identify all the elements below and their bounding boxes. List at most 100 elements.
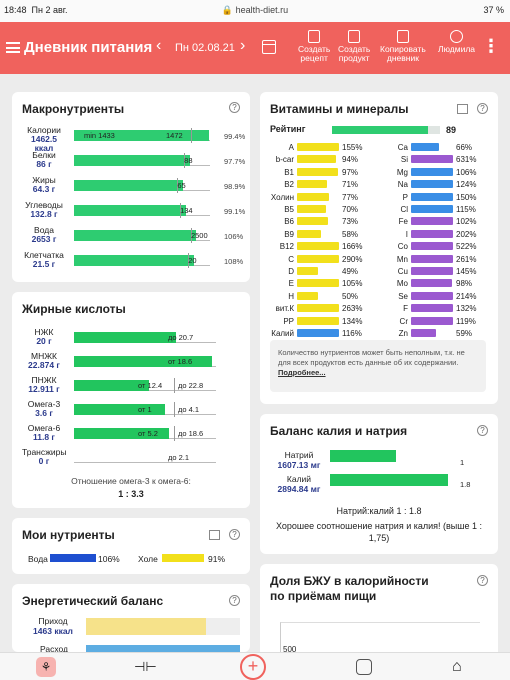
nutrient-row: вит.К 263% (264, 303, 374, 314)
nutrient-bar (411, 229, 453, 238)
nutrient-row: b-car 94% (264, 154, 374, 165)
macro-label: Клетчатка 21.5 г (24, 250, 64, 269)
calendar-icon[interactable] (262, 40, 276, 54)
nutrient-name: Ca (397, 143, 408, 152)
chol-bar (162, 554, 204, 562)
help-icon[interactable]: ? (477, 425, 488, 436)
macro-pct: 106% (224, 232, 244, 241)
water-pct: 106% (98, 554, 120, 564)
add-icon[interactable]: + (240, 654, 266, 680)
sodium-bar (330, 450, 396, 462)
nutrient-name: Na (397, 180, 408, 190)
macro-bar (74, 230, 197, 241)
sodium-label: Натрий 1607.13 мг (277, 450, 321, 470)
grid-icon[interactable] (457, 104, 468, 114)
current-date[interactable]: Пн 02.08.21 (175, 42, 235, 54)
fat-row: ПНЖК 12.911 г до 22.8 от 12.4 (22, 376, 252, 398)
menu-icon[interactable] (6, 42, 20, 53)
nutrient-bar (411, 291, 453, 300)
fat-range-1: от 5.2 (138, 429, 158, 438)
user-button[interactable]: Людмила (438, 30, 475, 54)
nutrient-row: B1 97% (264, 167, 374, 178)
help-icon[interactable]: ? (477, 103, 488, 114)
url-bar[interactable]: 🔒 health-diet.ru (221, 5, 289, 15)
nutrient-bar (297, 304, 339, 313)
copy-diary-button[interactable]: Копировать дневник (380, 30, 426, 63)
nutrient-bar (297, 155, 337, 164)
nutrient-row: A 155% (264, 142, 374, 153)
fat-row: Трансжиры 0 г до 2.1 (22, 448, 252, 470)
nutrient-pct: 115% (456, 205, 476, 214)
macro-mark (184, 153, 186, 168)
nutrient-row: Mg 106% (378, 167, 488, 178)
intake-bar (86, 618, 207, 635)
nutrient-bar (411, 304, 453, 313)
water-bar (50, 554, 96, 562)
create-product-button[interactable]: Создать продукт (338, 30, 370, 63)
nutrient-name: F (403, 304, 408, 314)
fat-range-1: от 18.6 (168, 357, 193, 366)
fat-range-1: от 1 (138, 405, 152, 414)
nutrient-bar (297, 242, 339, 251)
nutrient-name: B12 (279, 242, 294, 252)
nutrient-pct: 98% (456, 279, 473, 289)
macro-row: Жиры 64.3 г 65 98.9% (22, 176, 252, 198)
nutrient-bar (411, 180, 453, 189)
nutrient-bar (297, 329, 339, 337)
nutrient-pct: 102% (456, 217, 477, 227)
help-icon[interactable]: ? (477, 575, 488, 586)
nutrient-pct: 263% (342, 304, 363, 314)
nutrient-pct: 166% (342, 242, 363, 252)
omega-ratio-label: Отношение омега-3 к омега-6: (71, 476, 191, 486)
nutrient-name: вит.К (275, 304, 294, 314)
expense-bar (86, 645, 240, 652)
nutrient-row: C 290% (264, 254, 374, 265)
macro-mark (190, 128, 192, 143)
prev-day-icon[interactable]: ‹ (156, 37, 162, 54)
more-link[interactable]: Подробнее... (278, 368, 326, 377)
diary-nav-icon[interactable]: ⚘ (36, 657, 56, 677)
nutrient-row: PP 134% (264, 316, 374, 327)
kna-title: Баланс калия и натрия (270, 424, 408, 438)
potassium-label: Калий 2894.84 мг (277, 474, 321, 494)
nutrient-bar (297, 229, 322, 238)
more-icon[interactable]: ⋮ (482, 36, 500, 56)
home-nav-icon[interactable]: ⌂ (452, 658, 462, 675)
macro-target: 88 (184, 156, 193, 165)
macro-track: 2500 (74, 228, 210, 243)
scale-nav-icon[interactable] (356, 659, 372, 675)
fat-label: МНЖК 22.874 г (28, 351, 60, 370)
fitness-nav-icon[interactable]: ⊣⊢ (134, 659, 157, 674)
sodium-ratio: 1 (460, 458, 465, 467)
fat-range-2: до 22.8 (178, 381, 204, 390)
help-icon[interactable]: ? (229, 102, 240, 113)
nutrient-row: Калий 116% (264, 328, 374, 339)
next-day-icon[interactable]: › (240, 37, 246, 54)
info-note: Количество нутриентов может быть неполны… (270, 340, 486, 392)
nutrient-bar (297, 205, 327, 213)
nutrient-pct: 150% (456, 192, 477, 202)
bottom-nav: ⚘ ⊣⊢ + ⌂ (0, 652, 510, 680)
nutrient-row: D 49% (264, 266, 374, 277)
nutrient-pct: 70% (342, 205, 359, 214)
nutrient-name: Mg (396, 167, 408, 177)
fat-mark (174, 426, 175, 441)
fat-label: Омега-6 11.8 г (27, 423, 61, 442)
nutrient-row: Mn 261% (378, 254, 488, 265)
vitamins-title: Витамины и минералы (270, 102, 409, 116)
nutrient-name: Mo (396, 279, 408, 289)
fat-range-2: до 18.6 (178, 429, 204, 438)
nutrient-row: Co 522% (378, 241, 488, 252)
grid-icon[interactable] (209, 530, 220, 540)
help-icon[interactable]: ? (229, 595, 240, 606)
create-recipe-button[interactable]: Создать рецепт (298, 30, 330, 63)
nutrient-bar (411, 192, 453, 201)
macro-track: 134 (74, 203, 210, 218)
nutrient-pct: 77% (342, 192, 359, 202)
macro-bar (74, 180, 183, 191)
nutrient-pct: 58% (342, 229, 359, 239)
nutrient-bar (411, 217, 453, 226)
page-title: Дневник питания (24, 39, 153, 56)
help-icon[interactable]: ? (229, 529, 240, 540)
macro-row: Углеводы 132.8 г 134 99.1% (22, 201, 252, 223)
